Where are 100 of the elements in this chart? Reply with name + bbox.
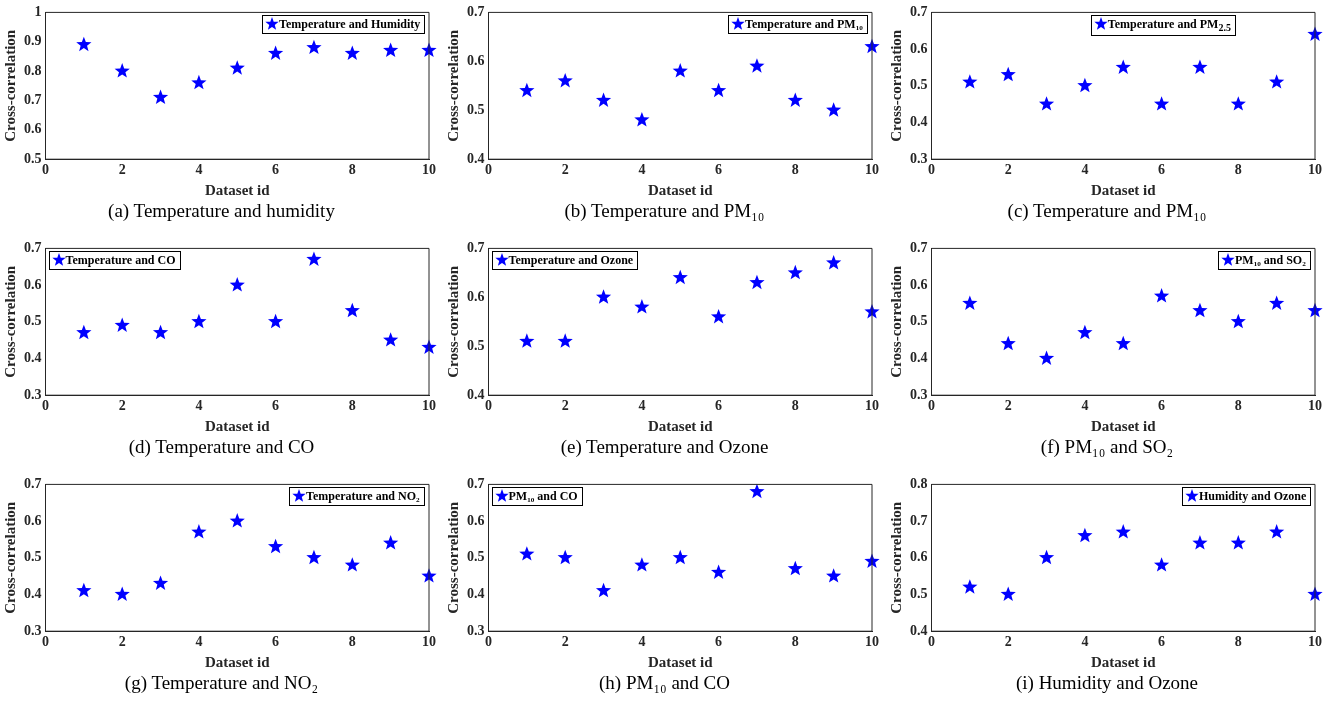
y-tick-label: 0.5 — [24, 549, 42, 565]
point — [1038, 96, 1055, 111]
point — [191, 313, 207, 329]
x-tick-label: 6 — [272, 634, 280, 650]
point — [114, 63, 130, 78]
x-tick-label: 8 — [1234, 162, 1242, 178]
point — [114, 317, 130, 332]
x-tick-label: 2 — [1004, 634, 1012, 650]
point — [306, 39, 322, 55]
y-tick-label: 0.7 — [910, 512, 928, 528]
point — [710, 564, 727, 579]
x-tick-label: 10 — [1308, 634, 1322, 650]
x-tick-label: 4 — [195, 398, 203, 414]
y-tick-label: 0.8 — [24, 62, 42, 78]
y-axis-title: Cross-correlation — [887, 501, 904, 614]
point — [826, 102, 842, 117]
point — [1038, 350, 1055, 365]
point — [634, 112, 650, 127]
y-axis-title: Cross-correlation — [887, 29, 904, 142]
x-axis-title: Dataset id — [647, 181, 714, 198]
x-tick-label: 8 — [1234, 398, 1242, 414]
point — [1038, 549, 1055, 565]
x-tick-label: 8 — [791, 162, 799, 178]
y-tick-label: 0.5 — [910, 313, 928, 329]
text: (e) Temperature and Ozone — [559, 436, 770, 458]
point — [826, 255, 842, 270]
point — [749, 274, 765, 290]
x-tick-label: 10 — [1308, 162, 1322, 178]
x-tick-label: 2 — [1004, 162, 1012, 178]
y-tick-label: 0.5 — [467, 337, 485, 353]
x-tick-label: 6 — [715, 162, 723, 178]
y-tick-label: 0.5 — [24, 150, 42, 166]
x-tick-label: 2 — [561, 634, 569, 650]
y-tick-label: 0.5 — [467, 101, 485, 117]
point — [519, 333, 535, 348]
point — [519, 546, 535, 561]
y-tick-label: 0.4 — [467, 150, 485, 166]
x-tick-label: 10 — [865, 398, 879, 414]
text: (d) Temperature and CO — [127, 436, 316, 458]
y-tick-label: 0.4 — [24, 350, 42, 366]
text: (f) PM₁₀ and SO₂ — [1039, 436, 1175, 458]
x-tick-label: 0 — [42, 162, 49, 178]
x-axis-title: Dataset id — [1090, 181, 1157, 198]
x-tick-label: 6 — [715, 634, 723, 650]
text: (b) Temperature and PM₁₀ — [563, 200, 766, 222]
point — [267, 45, 284, 60]
point — [595, 582, 612, 598]
point — [710, 82, 727, 98]
y-tick-label: 0.7 — [910, 240, 928, 256]
text: (a) Temperature and humidity — [107, 200, 336, 222]
y-tick-label: 0.6 — [910, 549, 928, 565]
y-tick-label: 0.6 — [24, 512, 42, 528]
point — [595, 92, 612, 107]
x-tick-label: 10 — [865, 162, 879, 178]
text: (h) PM₁₀ and CO — [598, 672, 731, 694]
y-tick-label: 1 — [34, 4, 42, 20]
point — [1269, 524, 1285, 539]
point — [229, 277, 245, 292]
point — [672, 549, 688, 565]
point — [383, 535, 399, 550]
x-axis-title: Dataset id — [647, 417, 714, 434]
legend-label: Temperature and PM₁₀ — [745, 17, 863, 32]
y-tick-label: 0.6 — [467, 512, 485, 528]
x-axis-title: Dataset id — [647, 653, 714, 670]
y-axis-title: Cross-correlation — [444, 29, 461, 142]
point — [557, 549, 573, 565]
point — [519, 82, 535, 98]
x-tick-label: 0 — [485, 162, 492, 178]
x-tick-label: 0 — [485, 398, 492, 414]
point — [787, 92, 803, 107]
legend-label: Temperature and Ozone — [508, 253, 634, 268]
legend-label: Temperature and CO — [65, 253, 176, 268]
x-tick-label: 4 — [195, 162, 203, 178]
x-tick-label: 6 — [1158, 634, 1166, 650]
y-tick-label: 0.6 — [24, 276, 42, 292]
point — [962, 579, 978, 594]
point — [749, 58, 765, 73]
x-tick-label: 8 — [348, 162, 356, 178]
point — [344, 45, 360, 60]
point — [152, 89, 169, 105]
point — [152, 324, 169, 340]
x-tick-label: 4 — [638, 162, 646, 178]
legend-label: Humidity and Ozone — [1199, 489, 1307, 504]
point — [229, 513, 245, 528]
y-tick-label: 0.5 — [24, 313, 42, 329]
x-tick-label: 6 — [715, 398, 723, 414]
x-tick-label: 10 — [1308, 398, 1322, 414]
point — [383, 332, 399, 347]
x-tick-label: 4 — [195, 634, 203, 650]
y-tick-label: 0.9 — [24, 33, 42, 49]
x-tick-label: 4 — [638, 634, 646, 650]
point — [1192, 59, 1208, 74]
y-tick-label: 0.3 — [24, 386, 42, 402]
y-tick-label: 0.6 — [467, 52, 485, 68]
x-tick-label: 6 — [1158, 398, 1166, 414]
x-axis-title: Dataset id — [204, 417, 271, 434]
point — [229, 60, 245, 75]
point — [306, 251, 322, 266]
point — [1269, 74, 1285, 89]
x-tick-label: 10 — [865, 634, 879, 650]
